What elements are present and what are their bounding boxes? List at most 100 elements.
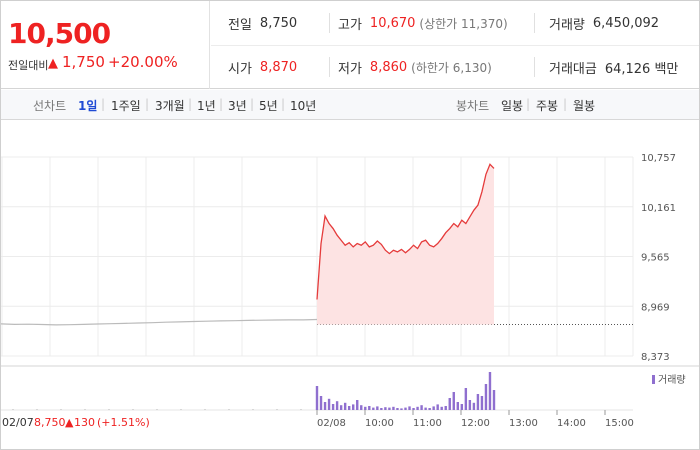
- stat-value: 8,860: [369, 59, 408, 75]
- lower-limit: (하한가 6,130): [411, 60, 492, 75]
- candle-chart-label: 봉차트: [456, 99, 490, 113]
- x-tick-label: 15:00: [605, 418, 634, 429]
- stat-value: 8,750: [259, 15, 298, 31]
- volume-bar: [488, 372, 492, 410]
- volume-bar: [380, 408, 383, 410]
- volume-bar: [388, 407, 391, 410]
- volume-bar: [396, 408, 399, 410]
- range-1week[interactable]: 1주일: [111, 99, 141, 113]
- stat-high: 고가 10,670 (상한가 11,370): [338, 1, 508, 45]
- today-area-fill: [317, 164, 494, 325]
- volume-bar: [347, 406, 351, 410]
- candle-daily[interactable]: 일봉: [501, 99, 524, 113]
- upper-limit: (상한가 11,370): [419, 16, 508, 31]
- volume-bar: [404, 407, 407, 410]
- range-10year[interactable]: 10년: [290, 99, 317, 113]
- up-arrow-icon: ▲: [48, 56, 58, 71]
- divider: |: [526, 97, 531, 111]
- volume-bar: [356, 400, 359, 410]
- y-tick-label: 10,161: [641, 203, 676, 214]
- stat-value: 10,670: [369, 15, 416, 31]
- volume-bar: [364, 406, 367, 410]
- volume-bar: [319, 396, 323, 410]
- price-box: 10,500 전일대비 ▲ 1,750 +20.00%: [1, 1, 210, 89]
- range-3month[interactable]: 3개월: [155, 99, 185, 113]
- stat-value: 64,126 백만: [604, 61, 679, 77]
- divider: [329, 13, 330, 33]
- volume-bar: [444, 406, 447, 410]
- prev-day-close: 8,750: [34, 416, 66, 429]
- stat-label: 고가: [338, 17, 362, 33]
- volume-bar: [315, 386, 319, 410]
- volume-bar: [352, 404, 355, 410]
- divider: |: [145, 97, 150, 111]
- divider: [534, 13, 535, 33]
- volume-bar: [343, 402, 347, 410]
- price-area: [317, 164, 494, 325]
- candle-monthly[interactable]: 월봉: [573, 99, 596, 113]
- divider: [534, 57, 535, 77]
- volume-bar: [424, 407, 427, 410]
- current-price: 10,500: [8, 17, 111, 50]
- x-tick-label: 13:00: [509, 418, 538, 429]
- stat-prev-close: 전일 8,750: [228, 1, 297, 45]
- volume-bar: [452, 392, 455, 410]
- stat-label: 전일: [228, 17, 252, 33]
- range-1day[interactable]: 1일: [78, 99, 98, 113]
- volume-bar: [456, 402, 459, 410]
- prev-day-change: 130: [74, 416, 95, 429]
- volume-bar: [492, 390, 496, 410]
- price-lines: [1, 163, 495, 326]
- range-1year[interactable]: 1년: [197, 99, 216, 113]
- volume-bar: [480, 396, 484, 410]
- stat-value: 6,450,092: [592, 15, 660, 31]
- prev-day-line: [1, 318, 318, 326]
- volume-bar: [372, 407, 375, 410]
- x-axis: 02/08 10:00 11:00 12:00 13:00 14:00 15:00 02/07…: [2, 410, 634, 429]
- change-value: 1,750: [62, 53, 105, 71]
- stat-value: 8,870: [259, 59, 298, 75]
- volume-bar: [448, 398, 451, 410]
- volume-bar: [412, 408, 415, 410]
- stat-label: 거래대금: [549, 61, 597, 77]
- x-tick-label: 02/08: [317, 418, 346, 429]
- volume-bar: [460, 404, 464, 410]
- y-axis: 10,757 10,161 9,565 8,969 8,373: [641, 153, 676, 363]
- volume-legend-swatch: [652, 375, 655, 384]
- divider: [329, 57, 330, 77]
- volume-bar: [440, 406, 443, 410]
- volume-bar: [339, 405, 343, 410]
- stat-label: 저가: [338, 61, 362, 77]
- volume-bar: [376, 406, 379, 410]
- divider: |: [281, 97, 286, 111]
- up-arrow-icon: ▲: [65, 416, 74, 429]
- divider: |: [188, 97, 193, 111]
- change-label: 전일대비: [8, 59, 49, 72]
- x-tick-label: 11:00: [413, 418, 442, 429]
- volume-bar: [368, 406, 371, 410]
- volume-chart: 거래량: [12, 372, 686, 410]
- volume-bar: [476, 394, 480, 410]
- stat-label: 시가: [228, 61, 252, 77]
- price-chart[interactable]: 10,757 10,161 9,565 8,969 8,373 거래량 02/08 10:…: [1, 120, 699, 450]
- line-chart-label: 선차트: [33, 99, 67, 113]
- volume-bar: [323, 402, 327, 410]
- volume-bar: [472, 402, 476, 410]
- stat-trade-value: 거래대금 64,126 백만: [549, 45, 678, 89]
- prev-day-rate: (+1.51%): [97, 416, 150, 429]
- volume-bar: [392, 406, 395, 410]
- quote-header: 10,500 전일대비 ▲ 1,750 +20.00% 전일 8,750 고가 …: [1, 1, 699, 89]
- volume-bar: [428, 408, 431, 410]
- volume-bar: [436, 404, 439, 410]
- stat-volume: 거래량 6,450,092: [549, 1, 659, 45]
- stat-label: 거래량: [549, 17, 585, 33]
- change-rate: +20.00%: [108, 53, 178, 71]
- range-5year[interactable]: 5년: [259, 99, 278, 113]
- chart-toolbar: 선차트 1일 | 1주일 | 3개월 | 1년 | 3년 | 5년 | 10년 …: [1, 90, 699, 120]
- candle-weekly[interactable]: 주봉: [536, 99, 559, 113]
- x-tick-label: 10:00: [365, 418, 394, 429]
- x-tick-label: 14:00: [557, 418, 586, 429]
- range-3year[interactable]: 3년: [228, 99, 247, 113]
- volume-bar: [420, 405, 423, 410]
- x-tick-label: 12:00: [461, 418, 490, 429]
